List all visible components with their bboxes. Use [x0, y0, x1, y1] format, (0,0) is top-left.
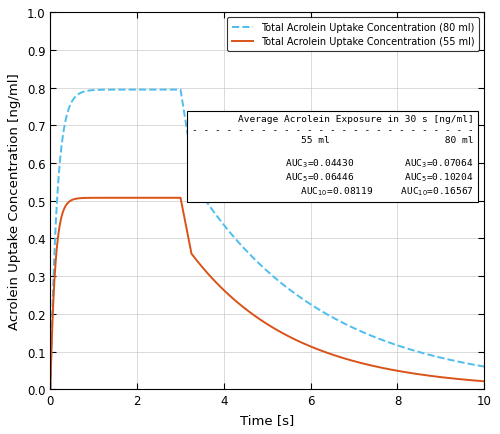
Total Acrolein Uptake Concentration (55 ml): [48, 387, 54, 392]
Total Acrolein Uptake Concentration (80 ml): [371, 335, 377, 340]
Total Acrolein Uptake Concentration (55 ml): [213, 280, 219, 286]
X-axis label: Time [s]: Time [s]: [240, 413, 294, 426]
Total Acrolein Uptake Concentration (80 ml): [330, 315, 336, 320]
Total Acrolein Uptake Concentration (80 ml): [126, 88, 132, 93]
Total Acrolein Uptake Concentration (55 ml): [330, 352, 336, 358]
Total Acrolein Uptake Concentration (80 ml): [178, 88, 184, 93]
Total Acrolein Uptake Concentration (55 ml): [404, 370, 410, 375]
Total Acrolein Uptake Concentration (80 ml): [481, 364, 487, 369]
Total Acrolein Uptake Concentration (55 ml): [308, 344, 314, 349]
Legend: Total Acrolein Uptake Concentration (80 ml), Total Acrolein Uptake Concentration: Total Acrolein Uptake Concentration (80 …: [227, 18, 479, 52]
Line: Total Acrolein Uptake Concentration (55 ml): Total Acrolein Uptake Concentration (55 …: [50, 198, 484, 389]
Total Acrolein Uptake Concentration (80 ml): [213, 213, 219, 218]
Y-axis label: Acrolein Uptake Concentration [ng/ml]: Acrolein Uptake Concentration [ng/ml]: [8, 73, 22, 329]
Total Acrolein Uptake Concentration (80 ml): [308, 302, 314, 307]
Total Acrolein Uptake Concentration (55 ml): [178, 196, 184, 201]
Total Acrolein Uptake Concentration (55 ml): [371, 364, 377, 369]
Total Acrolein Uptake Concentration (80 ml): [48, 387, 54, 392]
Total Acrolein Uptake Concentration (55 ml): [126, 196, 132, 201]
Text: Average Acrolein Exposure in 30 s [ng/ml]
- - - - - - - - - - - - - - - - - - - : Average Acrolein Exposure in 30 s [ng/ml…: [192, 115, 474, 198]
Total Acrolein Uptake Concentration (55 ml): [481, 379, 487, 384]
Total Acrolein Uptake Concentration (80 ml): [404, 346, 410, 351]
Line: Total Acrolein Uptake Concentration (80 ml): Total Acrolein Uptake Concentration (80 …: [50, 90, 484, 389]
